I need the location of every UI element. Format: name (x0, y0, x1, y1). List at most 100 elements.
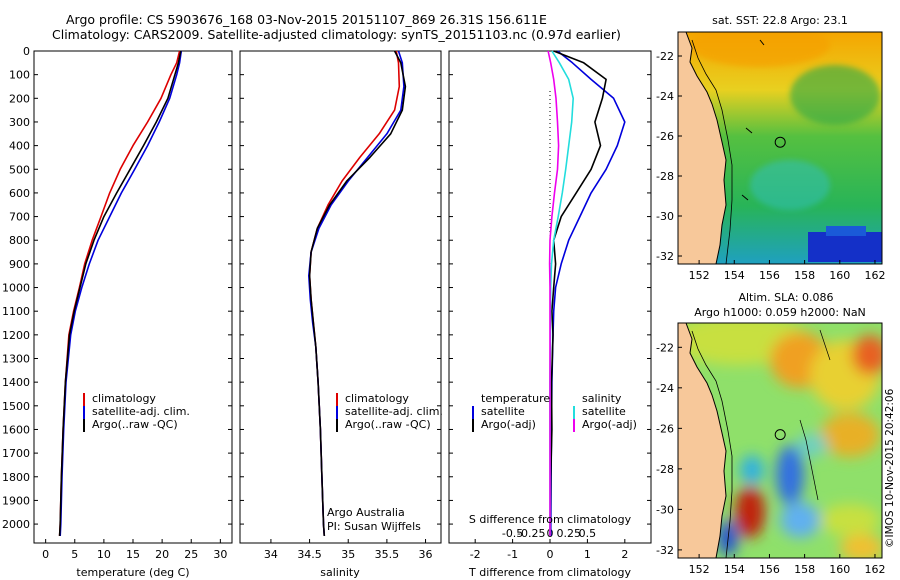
series-line-climatology (58, 50, 181, 536)
figure-title-line2: Climatology: CARS2009. Satellite-adjuste… (52, 27, 621, 42)
salinity-annotation-line2: PI: Susan Wijffels (327, 520, 421, 533)
y-tick-label: 1600 (2, 423, 30, 436)
x-tick-label: 30 (213, 548, 227, 561)
x-tick-label: -2 (470, 548, 481, 561)
y-tick-label: 400 (9, 140, 30, 153)
lat-tick-label: -24 (656, 382, 674, 395)
lat-tick-label: -28 (656, 463, 674, 476)
shelf-contour (691, 39, 733, 264)
series-line-argo-raw-qc- (308, 50, 407, 536)
series-line-argo-raw-qc- (58, 50, 182, 536)
y-tick-label: 2000 (2, 518, 30, 531)
t-difference-xlabel: T difference from climatology (468, 566, 631, 579)
legend-label-s-satellite: satellite (582, 405, 626, 418)
imos-credit: ©IMOS 10-Nov-2015 20:42:06 (884, 388, 896, 548)
x-tick-label: 2 (621, 548, 628, 561)
y-tick-label: 500 (9, 163, 30, 176)
salinity-profiles (307, 50, 407, 536)
y-tick-label: 1100 (2, 305, 30, 318)
australia-coastline (678, 323, 727, 558)
y-tick-label: 1000 (2, 282, 30, 295)
temperature-profiles (58, 50, 183, 536)
series-line-s-argo-adj- (547, 50, 560, 536)
lon-tick-label: 158 (794, 563, 815, 576)
temperature-x-ticks: 0 5 10 15 20 25 30 (42, 539, 227, 561)
lat-tick-label: -32 (656, 544, 674, 557)
legend-label-s-argo: Argo(-adj) (582, 418, 637, 431)
seamount-contours (741, 39, 765, 201)
temperature-xlabel: temperature (deg C) (76, 566, 189, 579)
x-tick-label: 10 (97, 548, 111, 561)
x-tick-label: 20 (155, 548, 169, 561)
salinity-xlabel: salinity (320, 566, 360, 579)
y-tick-label: 1300 (2, 353, 30, 366)
x-tick-label: 34.5 (297, 548, 322, 561)
sla-anomaly-blobs (678, 323, 882, 558)
x-tick-label: 35 (341, 548, 355, 561)
lat-tick-label: -26 (656, 422, 674, 435)
x-tick-label: 0 (42, 548, 49, 561)
lon-tick-label: 160 (829, 269, 850, 282)
series-line-climatology (308, 50, 401, 536)
temperature-frame (33, 50, 233, 544)
sst-map-title: sat. SST: 22.8 Argo: 23.1 (712, 14, 848, 27)
x-tick-label: 1 (584, 548, 591, 561)
sst-map-frame (677, 31, 883, 265)
legend-title-salinity: salinity (582, 392, 622, 405)
lat-tick-label: -30 (656, 503, 674, 516)
y-tick-label: 1400 (2, 376, 30, 389)
y-tick-label: 1800 (2, 471, 30, 484)
shelf-contour (691, 330, 733, 558)
temperature-panel: 0 5 10 15 20 25 30 0 100 200 300 400 500 600 700 800 90… (2, 45, 233, 579)
x-tick-label: 25 (184, 548, 198, 561)
sla-map-panel: Altim. SLA: 0.086 Argo h1000: 0.059 h200… (656, 291, 885, 576)
x-tick-label: -1 (507, 548, 518, 561)
difference-panel: -2 -1 0 1 2 -0.5-0.25 0 0.250.5 T difference f… (448, 50, 652, 579)
lon-tick-label: 162 (864, 563, 885, 576)
difference-legend: temperature salinity satellite Argo(-adj… (472, 392, 637, 432)
lon-tick-label: 154 (724, 563, 745, 576)
argo-float-marker (774, 136, 786, 148)
difference-y-ticks (449, 50, 651, 525)
y-tick-label: 700 (9, 211, 30, 224)
temperature-legend: climatology satellite-adj. clim. Argo(..… (83, 392, 190, 432)
salinity-annotation-line1: Argo Australia (327, 506, 405, 519)
salinity-x-ticks: 34 34.5 35 35.5 36 (264, 539, 433, 561)
legend-label-satellite: satellite-adj. clim. (92, 405, 190, 418)
sla-map-title: Altim. SLA: 0.086 (738, 291, 833, 304)
y-tick-label: 300 (9, 116, 30, 129)
legend-label-satellite: satellite-adj. clim. (345, 405, 443, 418)
lat-tick-label: -28 (656, 170, 674, 183)
y-tick-label: 1900 (2, 494, 30, 507)
legend-label-t-satellite: satellite (481, 405, 525, 418)
lat-tick-label: -32 (656, 250, 674, 263)
lon-tick-label: 158 (794, 269, 815, 282)
figure-title-line1: Argo profile: CS 5903676_168 03-Nov-2015… (66, 12, 547, 27)
sst-longitude-ticks: 152 154 156 158 160 162 (689, 260, 885, 282)
lon-tick-label: 160 (829, 563, 850, 576)
x-tick-label: 5 (71, 548, 78, 561)
x-tick-label: 36 (419, 548, 433, 561)
salinity-panel: 34 34.5 35 35.5 36 salinity climatology sate… (239, 50, 443, 579)
y-tick-label: 800 (9, 234, 30, 247)
difference-profiles (547, 50, 626, 536)
sla-longitude-ticks: 152 154 156 158 160 162 (689, 554, 885, 576)
australia-coastline (678, 32, 727, 264)
y-tick-label: 1200 (2, 329, 30, 342)
lat-tick-label: -26 (656, 130, 674, 143)
x-tick-label: 15 (126, 548, 140, 561)
legend-label-t-argo: Argo(-adj) (481, 418, 536, 431)
sst-warm-patch (690, 32, 830, 67)
y-tick-label: 0 (23, 45, 30, 58)
lat-tick-label: -22 (656, 50, 674, 63)
sla-map-frame (677, 322, 883, 559)
y-tick-label: 900 (9, 258, 30, 271)
s-tick-label: 0.25 (556, 527, 581, 540)
legend-title-temperature: temperature (481, 392, 550, 405)
x-tick-label: 34 (264, 548, 278, 561)
lat-tick-label: -24 (656, 90, 674, 103)
legend-label-argo: Argo(..raw -QC) (345, 418, 431, 431)
sst-cold-patch (808, 232, 882, 262)
sla-map-field (678, 323, 882, 558)
